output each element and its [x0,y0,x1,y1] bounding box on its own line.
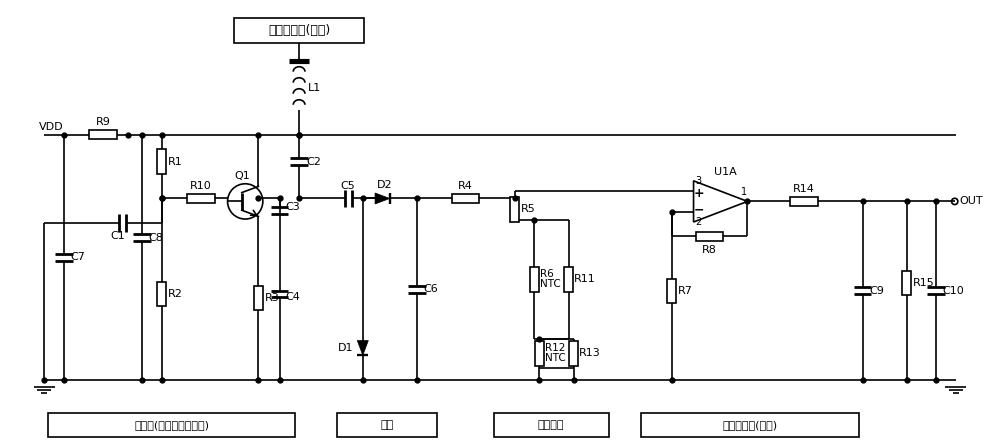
Bar [667,279,676,303]
Text: OUT: OUT [960,196,983,206]
Text: 电涡流线圈(探头): 电涡流线圈(探头) [268,24,330,37]
Text: 检波: 检波 [381,420,394,430]
Bar [569,341,578,365]
Text: R6: R6 [540,269,553,280]
Text: 3: 3 [695,176,702,186]
Text: NTC: NTC [540,279,560,289]
Text: D2: D2 [377,180,392,190]
Text: VDD: VDD [39,122,64,132]
Text: C5: C5 [341,181,355,190]
Text: R13: R13 [579,348,601,358]
Text: U1A: U1A [714,167,737,177]
Bar [790,197,818,206]
Text: NTC: NTC [545,353,565,363]
Text: R12: R12 [545,343,565,354]
Text: R7: R7 [678,286,693,296]
Text: C4: C4 [286,292,301,302]
FancyBboxPatch shape [337,413,437,437]
Text: C9: C9 [869,286,884,295]
Polygon shape [375,193,390,204]
Bar [187,194,215,203]
Text: C7: C7 [71,252,86,262]
Text: C8: C8 [148,233,163,243]
Bar [510,197,519,222]
Text: R5: R5 [521,204,536,214]
Text: C10: C10 [942,286,964,295]
Text: R1: R1 [168,157,183,167]
Text: R2: R2 [168,289,183,299]
Text: 2: 2 [695,217,702,227]
Text: R9: R9 [96,117,111,127]
Text: D1: D1 [338,343,353,353]
Bar [696,232,723,241]
FancyBboxPatch shape [494,413,609,437]
Text: R3: R3 [265,293,280,303]
Polygon shape [357,341,368,355]
Bar [902,271,911,295]
Text: +: + [694,187,704,200]
Text: R8: R8 [702,245,717,255]
Bar [530,267,539,291]
Text: R11: R11 [574,274,596,284]
Text: 1: 1 [741,187,748,197]
Text: R10: R10 [190,181,212,190]
Bar [564,267,573,291]
Text: C1: C1 [110,231,125,241]
FancyBboxPatch shape [234,18,364,43]
FancyBboxPatch shape [641,413,859,437]
Text: −: − [694,203,704,216]
Text: 输出缓冲级(运放): 输出缓冲级(运放) [722,420,777,430]
Bar [254,286,263,311]
Bar [452,194,479,203]
Text: 温度补偿: 温度补偿 [538,420,564,430]
Bar [157,282,166,306]
Text: C2: C2 [306,157,321,167]
Text: Q1: Q1 [234,171,250,181]
Text: C6: C6 [424,284,438,294]
Bar [89,130,117,139]
Text: 振荡器(电涡流产生部分): 振荡器(电涡流产生部分) [134,420,209,430]
Text: C3: C3 [286,202,301,212]
Text: R4: R4 [458,181,473,190]
FancyBboxPatch shape [48,413,295,437]
Bar [535,341,544,365]
Text: L1: L1 [308,83,321,93]
Text: R15: R15 [913,278,935,288]
Text: R14: R14 [793,183,815,194]
Bar [157,149,166,174]
